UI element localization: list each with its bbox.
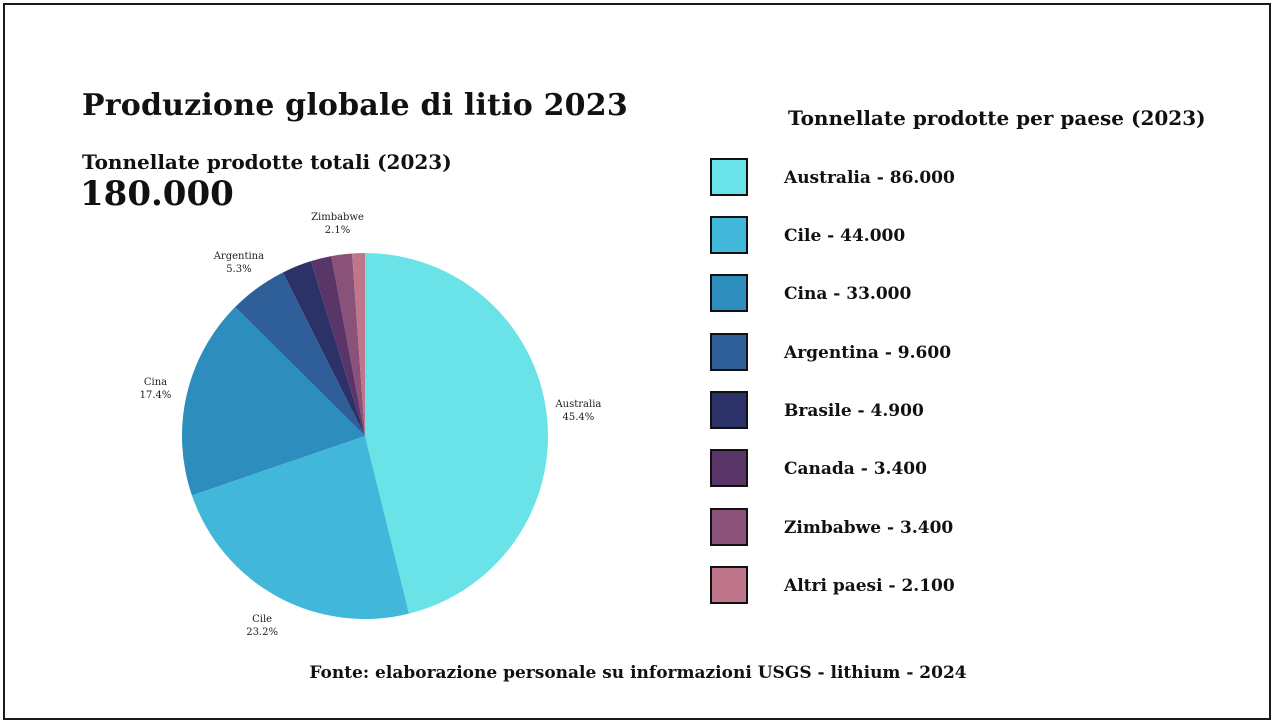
legend-swatch (710, 449, 748, 487)
slice-percent-cile: 23.2% (246, 627, 278, 638)
legend-item-cile: Cile - 44.000 (710, 216, 1170, 256)
legend-label: Argentina - 9.600 (784, 343, 952, 363)
legend-label: Cina - 33.000 (784, 284, 912, 304)
legend-swatch (710, 274, 748, 312)
legend-item-altri-paesi: Altri paesi - 2.100 (710, 566, 1170, 606)
pie-slice-cina (181, 307, 365, 496)
pie-slice-brasile (282, 261, 365, 436)
slice-label-cile: Cile (252, 614, 272, 625)
legend-item-cina: Cina - 33.000 (710, 274, 1170, 314)
source-note: Fonte: elaborazione personale su informa… (309, 663, 967, 683)
legend-label: Brasile - 4.900 (784, 401, 924, 421)
legend-title: Tonnellate prodotte per paese (2023) (788, 106, 1206, 130)
slice-percent-argentina: 5.3% (226, 264, 251, 275)
legend-item-brasile: Brasile - 4.900 (710, 391, 1170, 431)
chart-subtitle: Tonnellate prodotte totali (2023) (82, 150, 452, 174)
slice-label-australia: Australia (554, 399, 601, 410)
slice-percent-cina: 17.4% (140, 390, 172, 401)
legend-swatch (710, 508, 748, 546)
pie-slice-altri-paesi (352, 253, 365, 436)
slice-percent-zimbabwe: 2.1% (325, 225, 350, 236)
legend-label: Zimbabwe - 3.400 (784, 518, 954, 538)
legend-swatch (710, 333, 748, 371)
legend-swatch (710, 391, 748, 429)
pie-slice-canada (310, 256, 365, 436)
legend-label: Canada - 3.400 (784, 459, 927, 479)
slice-label-zimbabwe: Zimbabwe (311, 212, 364, 223)
slice-percent-australia: 45.4% (563, 412, 595, 423)
total-value: 180.000 (80, 174, 234, 214)
legend-swatch (710, 216, 748, 254)
legend-item-canada: Canada - 3.400 (710, 449, 1170, 489)
legend-item-australia: Australia - 86.000 (710, 158, 1170, 198)
pie-slice-zimbabwe (331, 253, 365, 436)
pie-slice-cile (191, 436, 409, 620)
slice-label-cina: Cina (144, 377, 167, 388)
legend-label: Cile - 44.000 (784, 226, 906, 246)
legend-item-zimbabwe: Zimbabwe - 3.400 (710, 508, 1170, 548)
pie-chart: Australia 45.4% Cile 23.2% Cina 17.4% Argentin… (140, 212, 602, 638)
legend-swatch (710, 158, 748, 196)
legend-label: Altri paesi - 2.100 (784, 576, 955, 596)
legend-item-argentina: Argentina - 9.600 (710, 333, 1170, 373)
legend-label: Australia - 86.000 (784, 168, 955, 188)
pie-slice-argentina (235, 272, 365, 436)
pie-slice-australia (365, 252, 549, 614)
chart-title: Produzione globale di litio 2023 (82, 88, 628, 123)
legend-swatch (710, 566, 748, 604)
slice-label-argentina: Argentina (213, 251, 264, 262)
